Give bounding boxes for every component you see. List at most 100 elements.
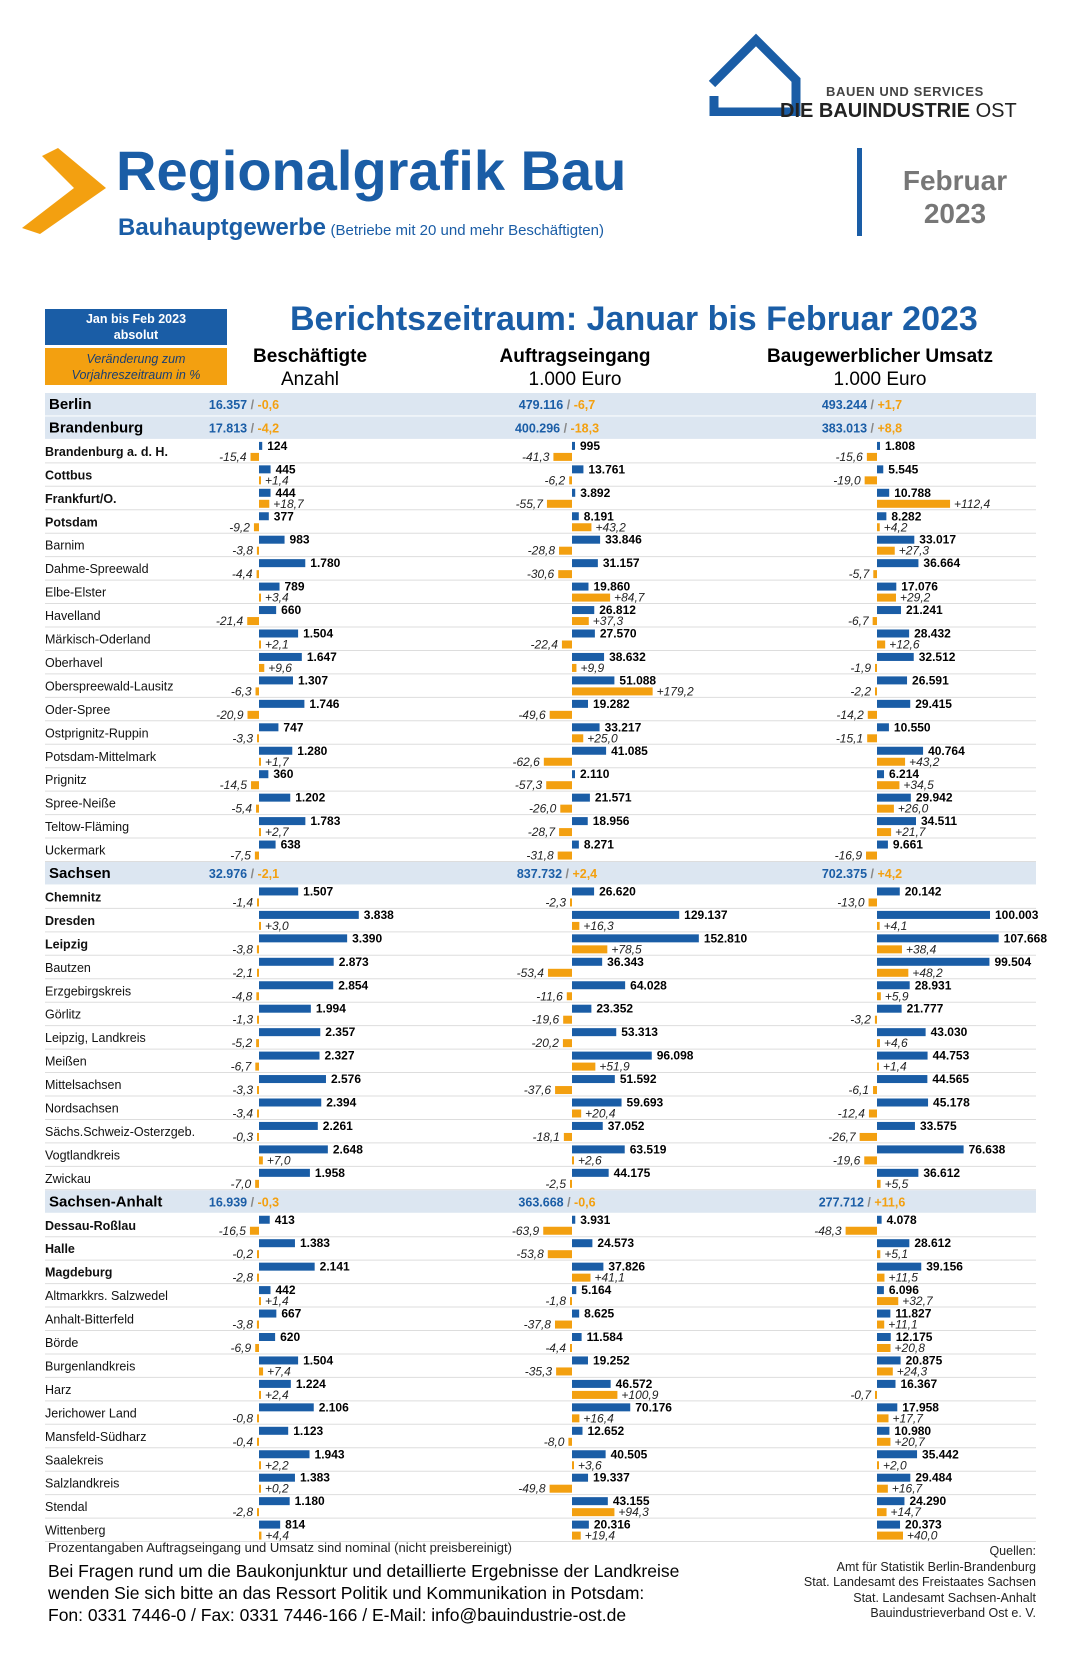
change-bar [868,1109,877,1118]
house-logo-icon [708,33,801,116]
change-bar [256,804,259,813]
abs-bar [572,465,584,474]
abs-value-label: 3.892 [580,486,610,500]
change-bar [566,992,572,1001]
abs-value-label: 19.252 [593,1353,630,1367]
change-value-label: +38,4 [906,942,937,956]
change-value-label: -0,2 [232,1247,253,1261]
abs-bar [877,1333,891,1341]
abs-value-label: 124 [267,439,287,453]
change-bar [259,828,261,837]
legend-absolute: Jan bis Feb 2023 absolut [45,309,227,345]
sources-title: Quellen: [989,1544,1036,1558]
abs-bar [572,559,598,568]
abs-bar [877,1215,882,1224]
abs-bar [259,1028,321,1037]
abs-value-label: 4.078 [887,1213,917,1227]
state-band [45,862,1036,885]
abs-value-label: 20.373 [905,1518,942,1532]
change-bar [555,1086,572,1095]
change-bar [257,1015,259,1024]
abs-value-label: 8.191 [584,509,614,523]
change-value-label: +48,2 [912,966,943,980]
abs-bar [877,1520,901,1529]
state-total: 400.296 / -18,3 [515,421,599,435]
change-value-label: +1,4 [265,1294,289,1308]
district-label: Halle [45,1242,75,1256]
change-value-label: -6,3 [231,684,252,698]
change-value-label: +9,6 [268,661,292,675]
report-month: Februar [902,165,1008,196]
abs-bar [877,1121,915,1130]
abs-bar [877,441,880,450]
abs-value-label: 28.432 [914,627,951,641]
brand-tagline: BAUEN UND SERVICES [826,84,984,99]
district-label: Chemnitz [45,890,101,904]
change-value-label: +5,1 [884,1247,908,1261]
abs-bar [572,1403,631,1412]
abs-bar [259,1473,295,1482]
abs-bar [877,840,888,849]
abs-bar [572,1520,589,1529]
change-bar [572,593,611,602]
abs-value-label: 1.180 [295,1494,325,1508]
state-total: 363.668 / -0,6 [518,1195,595,1209]
change-value-label: +4,6 [884,1036,908,1050]
change-value-label: -53,8 [516,1247,544,1261]
abs-value-label: 28.931 [915,978,952,992]
abs-bar [259,957,334,966]
district-label: Mansfeld-Südharz [45,1430,146,1444]
brand-name-main: DIE BAUINDUSTRIE [780,100,971,122]
change-bar [259,593,261,602]
abs-value-label: 39.156 [926,1260,963,1274]
abs-value-label: 2.141 [320,1260,350,1274]
abs-value-label: 40.505 [611,1447,648,1461]
legend-absolute-line1: Jan bis Feb 2023 [85,312,187,326]
state-total: 702.375 / +4,2 [822,867,902,881]
change-bar [572,687,653,696]
abs-value-label: 2.576 [331,1072,361,1086]
abs-bar [877,1098,929,1107]
district-label: Zwickau [45,1172,91,1186]
change-value-label: +20,7 [894,1435,926,1449]
change-bar [877,1344,891,1352]
abs-bar [877,1379,896,1388]
change-value-label: -7,0 [230,1177,251,1191]
abs-value-label: 1.383 [300,1236,330,1250]
change-value-label: +20,4 [585,1107,616,1121]
district-label: Spree-Neiße [45,797,116,811]
change-bar [257,1086,259,1095]
abs-value-label: 44.565 [932,1072,969,1086]
district-label: Märkisch-Oderland [45,633,151,647]
change-value-label: -3,4 [232,1107,253,1121]
change-value-label: +11,1 [888,1318,917,1332]
change-bar [257,968,259,977]
change-value-label: -6,9 [231,1341,252,1355]
abs-bar [877,1473,911,1482]
abs-value-label: 36.343 [607,955,644,969]
abs-value-label: 5.164 [581,1283,611,1297]
abs-value-label: 1.224 [296,1377,326,1391]
change-bar [255,1062,259,1071]
change-bar [563,1015,572,1024]
change-bar [259,1297,261,1306]
change-value-label: -21,4 [216,614,244,628]
abs-value-label: 9.661 [893,838,923,852]
change-bar [877,1250,881,1259]
chevron-arrow-icon [22,148,106,234]
change-value-label: -7,5 [230,849,251,863]
abs-bar [877,512,887,521]
abs-value-label: 43.030 [931,1025,968,1039]
abs-value-label: 63.519 [630,1142,667,1156]
abs-value-label: 36.664 [923,556,960,570]
change-bar [877,757,906,766]
abs-value-label: 35.442 [922,1447,959,1461]
change-value-label: -18,1 [532,1130,559,1144]
change-bar [255,1179,259,1188]
abs-value-label: 8.625 [584,1307,614,1321]
change-value-label: -49,8 [518,1482,546,1496]
change-bar [877,1437,891,1446]
abs-bar [572,910,680,919]
change-value-label: +43,2 [595,520,626,534]
change-value-label: +100,9 [621,1388,658,1402]
